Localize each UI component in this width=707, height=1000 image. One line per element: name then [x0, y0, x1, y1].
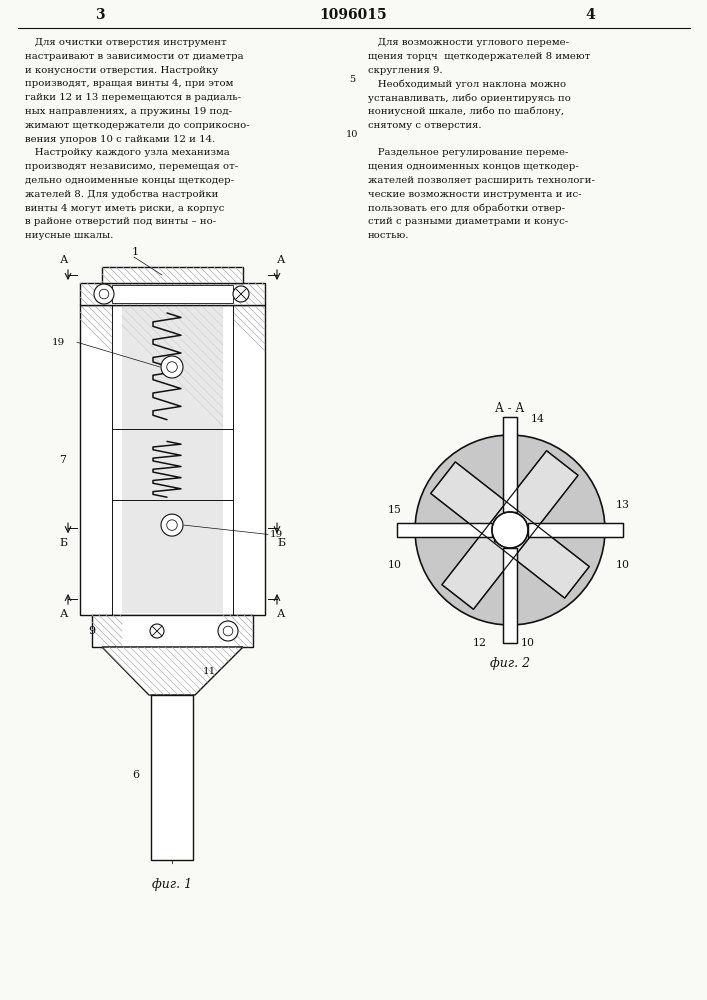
- Text: производят независимо, перемещая от-: производят независимо, перемещая от-: [25, 162, 238, 171]
- Text: А: А: [59, 609, 68, 619]
- Text: 15: 15: [388, 505, 402, 515]
- Text: снятому с отверстия.: снятому с отверстия.: [368, 121, 481, 130]
- Bar: [112, 285, 233, 303]
- Bar: [151, 695, 193, 860]
- Polygon shape: [503, 548, 517, 643]
- Text: 6: 6: [132, 770, 139, 780]
- Text: вения упоров 10 с гайками 12 и 14.: вения упоров 10 с гайками 12 и 14.: [25, 135, 216, 144]
- Circle shape: [218, 621, 238, 641]
- Bar: [80, 305, 265, 615]
- Text: А - А: А - А: [496, 402, 525, 415]
- Text: Настройку каждого узла механизма: Настройку каждого узла механизма: [25, 148, 230, 157]
- Text: 1: 1: [132, 247, 139, 257]
- Text: Для очистки отверстия инструмент: Для очистки отверстия инструмент: [25, 38, 227, 47]
- Bar: [122, 307, 223, 613]
- Text: щения торцч  щеткодержателей 8 имеют: щения торцч щеткодержателей 8 имеют: [368, 52, 590, 61]
- Polygon shape: [431, 462, 590, 598]
- Text: Б: Б: [277, 538, 285, 548]
- Text: скругления 9.: скругления 9.: [368, 66, 443, 75]
- Circle shape: [150, 624, 164, 638]
- Text: 3: 3: [95, 8, 105, 22]
- Polygon shape: [503, 417, 517, 512]
- Text: Необходимый угол наклона можно: Необходимый угол наклона можно: [368, 79, 566, 89]
- Text: 1096015: 1096015: [319, 8, 387, 22]
- Text: Для возможности углового переме-: Для возможности углового переме-: [368, 38, 569, 47]
- Text: 19: 19: [52, 338, 65, 347]
- Bar: [80, 283, 265, 305]
- Text: жателей 8. Для удобства настройки: жателей 8. Для удобства настройки: [25, 190, 218, 199]
- Text: жателей позволяет расширить технологи-: жателей позволяет расширить технологи-: [368, 176, 595, 185]
- Circle shape: [415, 435, 605, 625]
- Text: и конусности отверстия. Настройку: и конусности отверстия. Настройку: [25, 66, 218, 75]
- Polygon shape: [442, 451, 578, 609]
- Text: 10: 10: [521, 638, 535, 648]
- Text: 8: 8: [517, 517, 523, 527]
- Text: настраивают в зависимости от диаметра: настраивают в зависимости от диаметра: [25, 52, 244, 61]
- Circle shape: [161, 356, 183, 378]
- Text: жимают щеткодержатели до соприкосно-: жимают щеткодержатели до соприкосно-: [25, 121, 250, 130]
- Text: 10: 10: [616, 560, 630, 570]
- Text: 10: 10: [346, 130, 358, 139]
- Text: А: А: [59, 255, 68, 265]
- Text: 5: 5: [349, 75, 355, 84]
- Text: 13: 13: [616, 500, 630, 510]
- Circle shape: [94, 284, 114, 304]
- Text: винты 4 могут иметь риски, а корпус: винты 4 могут иметь риски, а корпус: [25, 204, 224, 213]
- Bar: [92, 615, 253, 647]
- Text: Б: Б: [60, 538, 68, 548]
- Text: в районе отверстий под винты – но-: в районе отверстий под винты – но-: [25, 217, 216, 226]
- Text: 7: 7: [59, 455, 66, 465]
- Text: 8: 8: [493, 535, 500, 545]
- Polygon shape: [528, 523, 623, 537]
- Polygon shape: [102, 647, 243, 695]
- Text: 4: 4: [585, 8, 595, 22]
- Text: А: А: [277, 255, 286, 265]
- Text: ностью.: ностью.: [368, 231, 409, 240]
- Text: нониусной шкале, либо по шаблону,: нониусной шкале, либо по шаблону,: [368, 107, 564, 116]
- Text: стий с разными диаметрами и конус-: стий с разными диаметрами и конус-: [368, 217, 568, 226]
- Text: 11: 11: [203, 666, 216, 676]
- Text: 12: 12: [473, 638, 487, 648]
- Bar: [102, 267, 243, 283]
- Text: 19: 19: [270, 530, 284, 539]
- Circle shape: [161, 514, 183, 536]
- Polygon shape: [397, 523, 492, 537]
- Text: А: А: [277, 609, 286, 619]
- Text: щения одноименных концов щеткодер-: щения одноименных концов щеткодер-: [368, 162, 579, 171]
- Text: 9: 9: [88, 626, 95, 636]
- Circle shape: [233, 286, 249, 302]
- Text: 10: 10: [388, 560, 402, 570]
- Text: устанавливать, либо ориентируясь по: устанавливать, либо ориентируясь по: [368, 93, 571, 103]
- Text: Раздельное регулирование переме-: Раздельное регулирование переме-: [368, 148, 568, 157]
- Text: ных направлениях, а пружины 19 под-: ных направлениях, а пружины 19 под-: [25, 107, 232, 116]
- Text: ческие возможности инструмента и ис-: ческие возможности инструмента и ис-: [368, 190, 581, 199]
- Text: фиг. 1: фиг. 1: [152, 878, 192, 891]
- Circle shape: [492, 512, 528, 548]
- Text: пользовать его для обработки отвер-: пользовать его для обработки отвер-: [368, 204, 565, 213]
- Text: 14: 14: [531, 414, 545, 424]
- Text: производят, вращая винты 4, при этом: производят, вращая винты 4, при этом: [25, 79, 233, 88]
- Text: ниусные шкалы.: ниусные шкалы.: [25, 231, 113, 240]
- Text: гайки 12 и 13 перемещаются в радиаль-: гайки 12 и 13 перемещаются в радиаль-: [25, 93, 241, 102]
- Text: дельно одноименные концы щеткодер-: дельно одноименные концы щеткодер-: [25, 176, 234, 185]
- Text: фиг. 2: фиг. 2: [490, 657, 530, 670]
